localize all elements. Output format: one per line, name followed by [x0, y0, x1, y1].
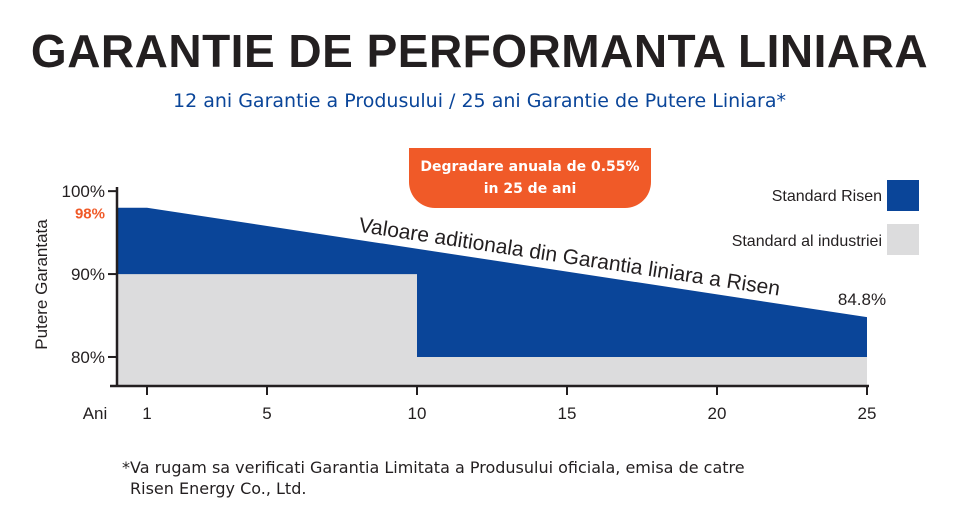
footnote-line2: Risen Energy Co., Ltd.: [130, 479, 307, 498]
x-tick-label: 10: [408, 404, 427, 423]
x-tick-label: 25: [858, 404, 877, 423]
degradation-badge-line2: in 25 de ani: [483, 181, 577, 197]
y-tick-label: 80%: [71, 348, 105, 367]
legend-label-standard-industrie: Standard al industriei: [732, 233, 882, 250]
y-tick-label: 90%: [71, 265, 105, 284]
x-axis-label: Ani: [83, 404, 108, 423]
footnote: *Va rugam sa verificati Garantia Limitat…: [122, 457, 745, 499]
chart-title: GARANTIE DE PERFORMANTA LINIARA: [30, 25, 929, 77]
x-tick-label: 20: [708, 404, 727, 423]
y-tick-label: 100%: [62, 182, 105, 201]
y-tick-label: 98%: [75, 206, 105, 223]
degradation-badge: Degradare anuala de 0.55% in 25 de ani: [409, 148, 651, 208]
x-tick-label: 1: [142, 404, 151, 423]
series-area-standard-industrie: [117, 274, 867, 386]
legend-swatch-standard-risen: [887, 180, 919, 211]
end-value-label: 84.8%: [838, 290, 886, 309]
chart-subtitle: 12 ani Garantie a Produsului / 25 ani Ga…: [172, 90, 787, 112]
y-axis-label: Putere Garantata: [32, 219, 51, 350]
x-tick-label: 15: [558, 404, 577, 423]
footnote-line1: *Va rugam sa verificati Garantia Limitat…: [122, 458, 745, 477]
degradation-badge-line1: Degradare anuala de 0.55%: [420, 159, 640, 175]
legend-swatch-standard-industrie: [887, 224, 919, 255]
legend-label-standard-risen: Standard Risen: [772, 188, 882, 205]
x-tick-label: 5: [262, 404, 271, 423]
